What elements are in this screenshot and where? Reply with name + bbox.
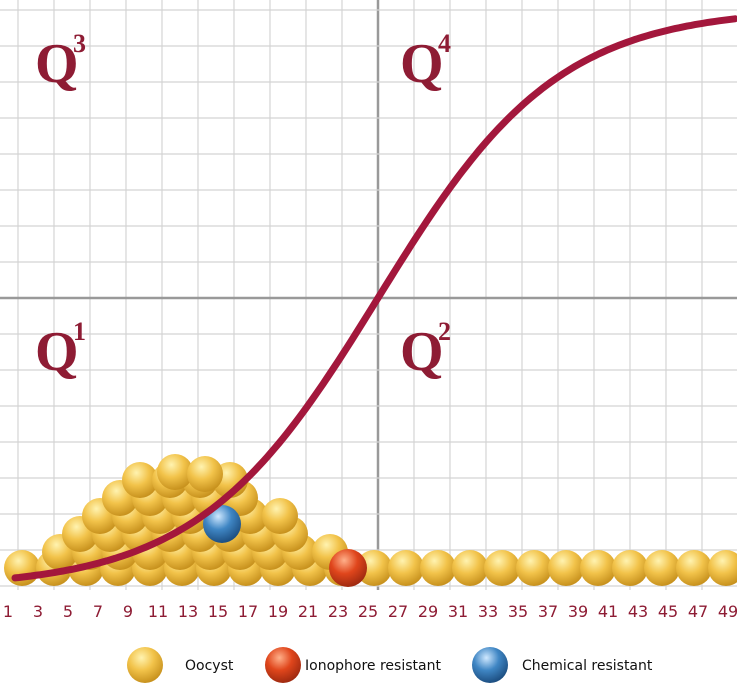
x-label: 27 xyxy=(388,602,408,621)
x-label: 45 xyxy=(658,602,678,621)
x-label: 1 xyxy=(3,602,13,621)
x-label: 37 xyxy=(538,602,558,621)
x-label: 41 xyxy=(598,602,618,621)
oocyst xyxy=(452,550,488,586)
oocyst xyxy=(388,550,424,586)
legend-swatch xyxy=(127,647,163,683)
quadrant-number: 3 xyxy=(73,29,86,58)
x-label: 5 xyxy=(63,602,73,621)
x-label: 11 xyxy=(148,602,168,621)
oocyst xyxy=(420,550,456,586)
x-label: 43 xyxy=(628,602,648,621)
x-label: 15 xyxy=(208,602,228,621)
x-label: 47 xyxy=(688,602,708,621)
x-label: 49 xyxy=(718,602,737,621)
x-label: 29 xyxy=(418,602,438,621)
oocyst xyxy=(187,456,223,492)
x-label: 9 xyxy=(123,602,133,621)
oocyst xyxy=(548,550,584,586)
legend-label: Oocyst xyxy=(185,658,234,674)
x-label: 19 xyxy=(268,602,288,621)
legend-swatch xyxy=(265,647,301,683)
x-label: 17 xyxy=(238,602,258,621)
oocyst xyxy=(644,550,680,586)
ionophore-resistant xyxy=(329,549,367,587)
legend-label: Chemical resistant xyxy=(522,658,653,674)
x-label: 31 xyxy=(448,602,468,621)
x-label: 23 xyxy=(328,602,348,621)
oocyst xyxy=(580,550,616,586)
legend-swatch xyxy=(472,647,508,683)
x-label: 3 xyxy=(33,602,43,621)
x-label: 39 xyxy=(568,602,588,621)
x-label: 13 xyxy=(178,602,198,621)
x-label: 35 xyxy=(508,602,528,621)
diagram: Q3Q4Q1Q213579111315171921232527293133353… xyxy=(0,0,737,686)
oocyst xyxy=(612,550,648,586)
oocyst xyxy=(708,550,737,586)
oocyst xyxy=(516,550,552,586)
oocyst xyxy=(262,498,298,534)
x-label: 25 xyxy=(358,602,378,621)
oocyst xyxy=(484,550,520,586)
quadrant-number: 4 xyxy=(438,29,451,58)
x-label: 33 xyxy=(478,602,498,621)
legend-label: Ionophore resistant xyxy=(305,658,441,674)
oocyst xyxy=(676,550,712,586)
x-label: 7 xyxy=(93,602,103,621)
quadrant-number: 2 xyxy=(438,317,451,346)
x-label: 21 xyxy=(298,602,318,621)
quadrant-number: 1 xyxy=(73,317,86,346)
